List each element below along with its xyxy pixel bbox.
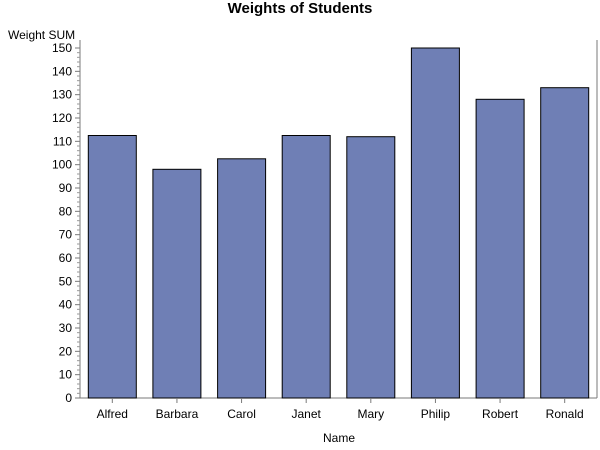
- y-ticks-group: 0 10 20 30 40 50 60 70 80 90 100 110 120 130 140 150: [52, 41, 80, 405]
- y-tick-label: 150: [52, 41, 72, 55]
- bar-janet: [281, 135, 331, 399]
- x-tick-label-robert: Robert: [482, 407, 519, 421]
- y-tick-label: 60: [59, 251, 73, 265]
- y-tick-label: 30: [59, 321, 73, 335]
- y-tick-label: 70: [59, 228, 73, 242]
- x-tick-label-barbara: Barbara: [156, 407, 199, 421]
- y-tick-label: 10: [59, 368, 73, 382]
- y-tick-label: 0: [65, 391, 72, 405]
- y-tick-label: 40: [59, 298, 73, 312]
- y-axis-label: Weight SUM: [8, 28, 75, 42]
- x-axis-label: Name: [323, 431, 355, 445]
- bar-philip: [410, 47, 460, 399]
- bar-ronald: [540, 87, 590, 399]
- y-tick-label: 90: [59, 181, 73, 195]
- y-tick-label: 140: [52, 64, 72, 78]
- bars-group: [87, 47, 590, 399]
- bar-carol: [217, 158, 267, 399]
- x-tick-label-philip: Philip: [421, 407, 451, 421]
- y-tick-label: 20: [59, 344, 73, 358]
- y-tick-label: 80: [59, 204, 73, 218]
- x-tick-label-alfred: Alfred: [97, 407, 128, 421]
- bar-barbara: [152, 168, 202, 399]
- y-tick-label: 110: [53, 134, 72, 148]
- x-tick-labels-group: Alfred Barbara Carol Janet Mary Philip Robert R…: [97, 398, 584, 421]
- x-tick-label-ronald: Ronald: [546, 407, 584, 421]
- y-tick-label: 100: [52, 158, 72, 172]
- bar-robert: [475, 98, 525, 399]
- chart-title: Weights of Students: [228, 0, 373, 17]
- x-tick-label-janet: Janet: [292, 407, 322, 421]
- y-tick-label: 130: [52, 88, 72, 102]
- bar-mary: [346, 136, 396, 399]
- y-tick-label: 120: [52, 111, 72, 125]
- x-tick-label-carol: Carol: [227, 407, 256, 421]
- bar-alfred: [87, 135, 137, 399]
- x-tick-label-mary: Mary: [357, 407, 384, 421]
- y-tick-label: 50: [59, 274, 73, 288]
